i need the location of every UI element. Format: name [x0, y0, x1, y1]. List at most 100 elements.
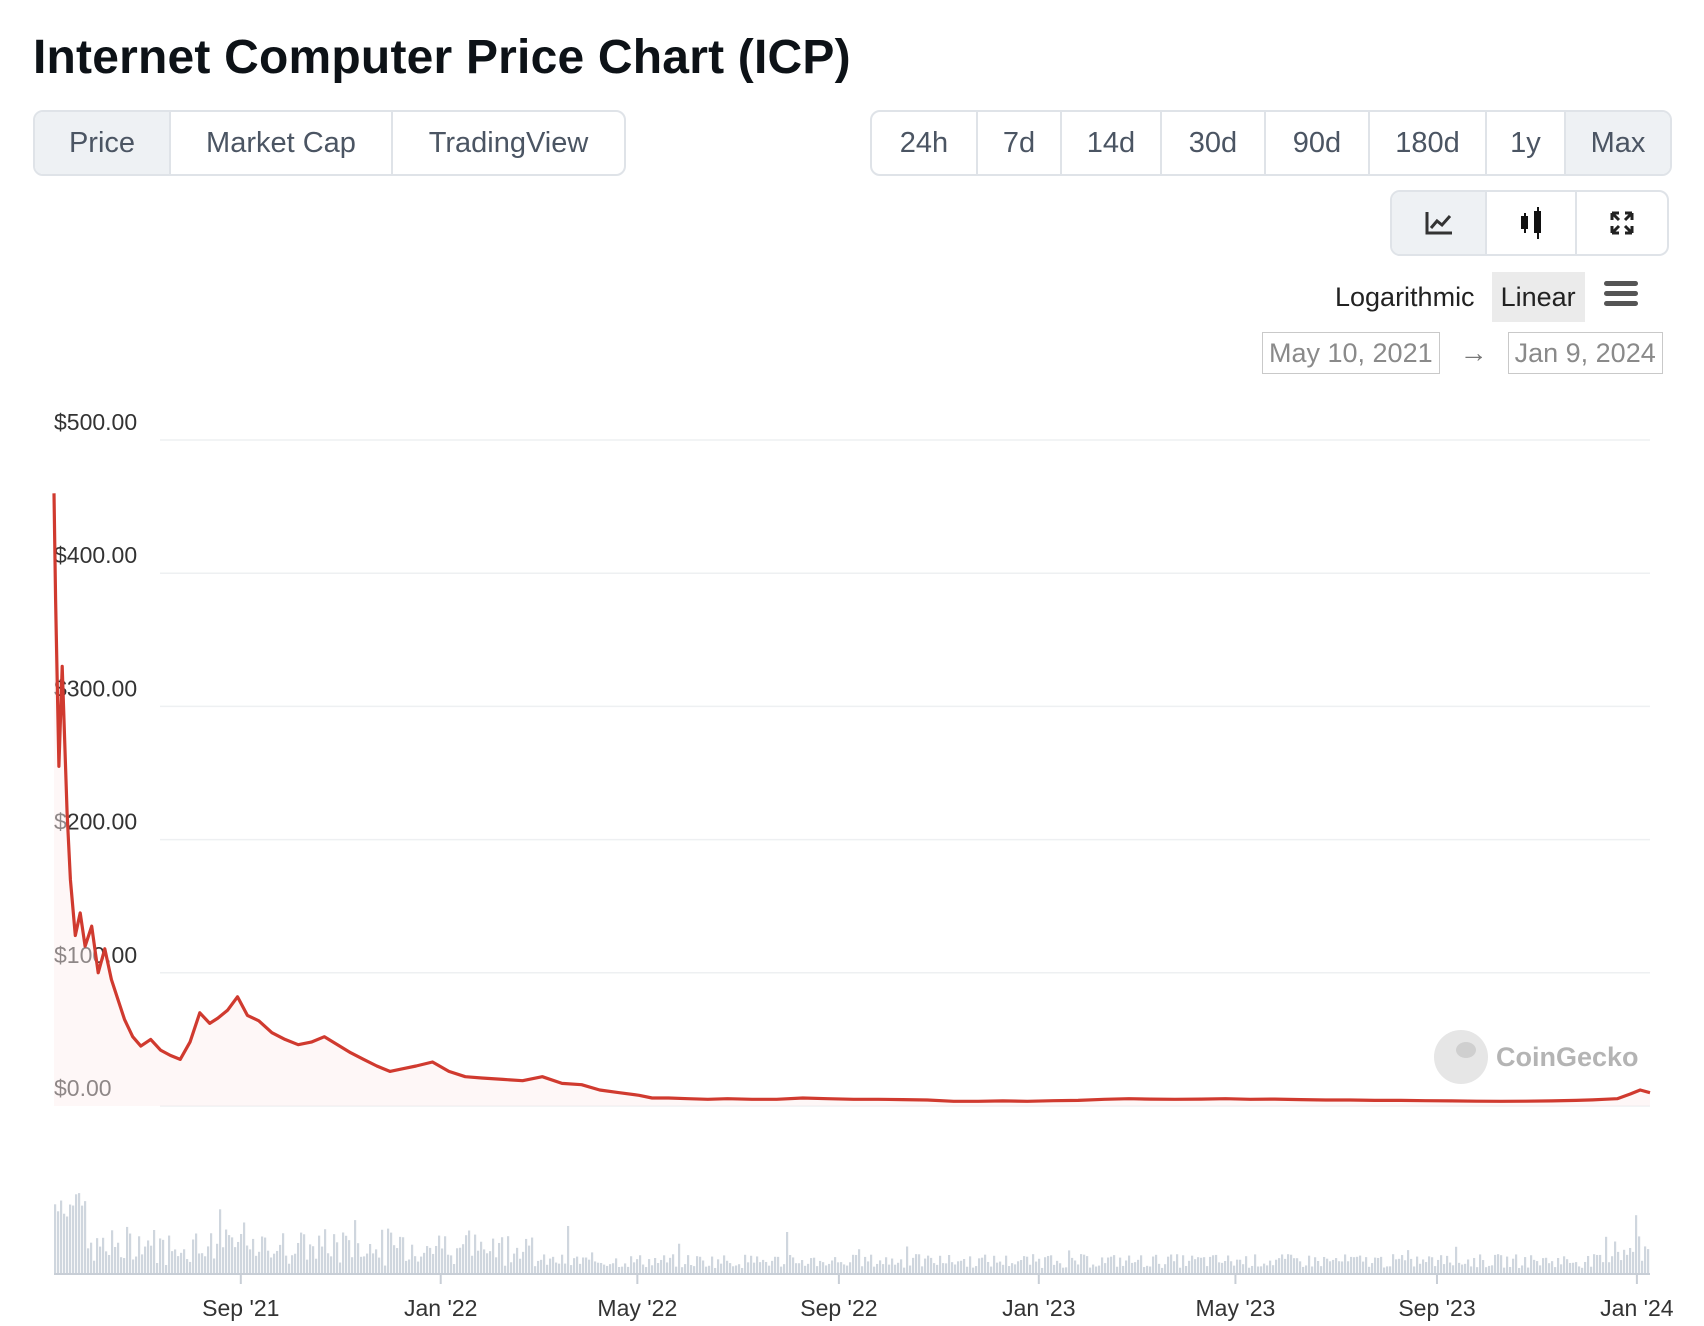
volume-bar [522, 1251, 525, 1274]
volume-bar [285, 1255, 288, 1274]
volume-bar [1077, 1264, 1080, 1274]
range-90d-button[interactable]: 90d [1264, 112, 1368, 174]
volume-bar [1560, 1264, 1563, 1274]
candlestick-icon [1521, 207, 1541, 239]
volume-bar [75, 1194, 78, 1274]
volume-bar [864, 1256, 867, 1274]
tab-tradingview[interactable]: TradingView [391, 112, 624, 174]
volume-bar [393, 1245, 396, 1274]
volume-bar [1614, 1241, 1617, 1274]
volume-bar [1626, 1254, 1629, 1274]
volume-bar [327, 1253, 330, 1274]
volume-bar [1113, 1255, 1116, 1274]
volume-bar [1092, 1264, 1095, 1274]
volume-bar [1422, 1259, 1425, 1274]
volume-bar [894, 1264, 897, 1274]
volume-bar [906, 1246, 909, 1274]
volume-bar [378, 1257, 381, 1274]
volume-bar [1365, 1257, 1368, 1274]
hamburger-menu-icon[interactable] [1604, 281, 1638, 311]
volume-bar [993, 1255, 996, 1274]
volume-bar [1269, 1260, 1272, 1274]
volume-bar [225, 1229, 228, 1274]
volume-bar [1401, 1255, 1404, 1274]
date-from-input[interactable]: May 10, 2021 [1262, 332, 1440, 374]
tab-price[interactable]: Price [35, 112, 169, 174]
scale-logarithmic-option[interactable]: Logarithmic [1335, 281, 1475, 312]
volume-bar [900, 1259, 903, 1274]
volume-bar [1431, 1257, 1434, 1274]
candlestick-button[interactable] [1485, 192, 1575, 254]
volume-bar [1512, 1258, 1515, 1274]
volume-bar [594, 1261, 597, 1274]
volume-bar [129, 1233, 132, 1274]
volume-bar [882, 1264, 885, 1274]
coingecko-logo-icon [1434, 1030, 1488, 1084]
volume-bar [99, 1246, 102, 1274]
range-180d-button[interactable]: 180d [1368, 112, 1485, 174]
volume-bar [1563, 1256, 1566, 1274]
volume-bar [333, 1234, 336, 1274]
range-24h-button[interactable]: 24h [899, 126, 949, 159]
volume-bar [363, 1256, 366, 1274]
volume-bar [84, 1201, 87, 1274]
volume-bar [1071, 1257, 1074, 1274]
volume-bar [534, 1266, 537, 1274]
volume-bar [291, 1255, 294, 1274]
range-14d-button[interactable]: 14d [1060, 112, 1160, 174]
volume-bar [321, 1246, 324, 1274]
volume-bar [507, 1236, 510, 1274]
volume-bar [735, 1265, 738, 1274]
range-7d-button[interactable]: 7d [976, 112, 1060, 174]
range-30d-button[interactable]: 30d [1160, 112, 1264, 174]
volume-bar [576, 1256, 579, 1274]
volume-bar [555, 1262, 558, 1274]
volume-bar [1083, 1254, 1086, 1274]
tab-market-cap[interactable]: Market Cap [169, 112, 391, 174]
volume-bar [1353, 1257, 1356, 1274]
volume-bar [1305, 1265, 1308, 1274]
volume-bar [699, 1256, 702, 1274]
volume-bar [255, 1255, 258, 1274]
volume-bar [1434, 1266, 1437, 1274]
volume-bar [996, 1262, 999, 1274]
volume-bar [1539, 1265, 1542, 1274]
volume-bar [1047, 1255, 1050, 1274]
volume-bar [1275, 1259, 1278, 1274]
scale-linear-option[interactable]: Linear [1491, 272, 1585, 322]
volume-bar [597, 1262, 600, 1274]
volume-bar [1545, 1257, 1548, 1274]
volume-bar [1347, 1261, 1350, 1274]
volume-bar [342, 1232, 345, 1274]
date-to-input[interactable]: Jan 9, 2024 [1507, 332, 1663, 374]
volume-bar [984, 1254, 987, 1274]
volume-bar [1617, 1251, 1620, 1274]
range-1y-button[interactable]: 1y [1485, 112, 1564, 174]
volume-bar [462, 1244, 465, 1274]
volume-bar [1161, 1267, 1164, 1274]
volume-bar [309, 1244, 312, 1274]
volume-bar [669, 1257, 672, 1274]
volume-bar [1506, 1256, 1509, 1274]
volume-bar [1128, 1255, 1131, 1274]
volume-bar [306, 1259, 309, 1274]
range-max-button[interactable]: Max [1564, 112, 1670, 174]
volume-bar [408, 1259, 411, 1274]
volume-bar [624, 1263, 627, 1274]
volume-bar [1056, 1260, 1059, 1274]
volume-bar [657, 1263, 660, 1274]
volume-bar [447, 1254, 450, 1274]
volume-bar [318, 1235, 321, 1274]
volume-bar [825, 1265, 828, 1274]
line-chart-button[interactable] [1392, 192, 1485, 254]
fullscreen-button[interactable] [1575, 192, 1667, 254]
volume-bar [1479, 1254, 1482, 1274]
volume-bar [612, 1263, 615, 1274]
volume-bar [1374, 1257, 1377, 1274]
volume-bar [453, 1264, 456, 1274]
volume-bar [438, 1235, 441, 1274]
volume-bar [1104, 1263, 1107, 1274]
volume-bar [723, 1255, 726, 1274]
volume-bar [123, 1258, 126, 1274]
volume-bar [168, 1235, 171, 1274]
